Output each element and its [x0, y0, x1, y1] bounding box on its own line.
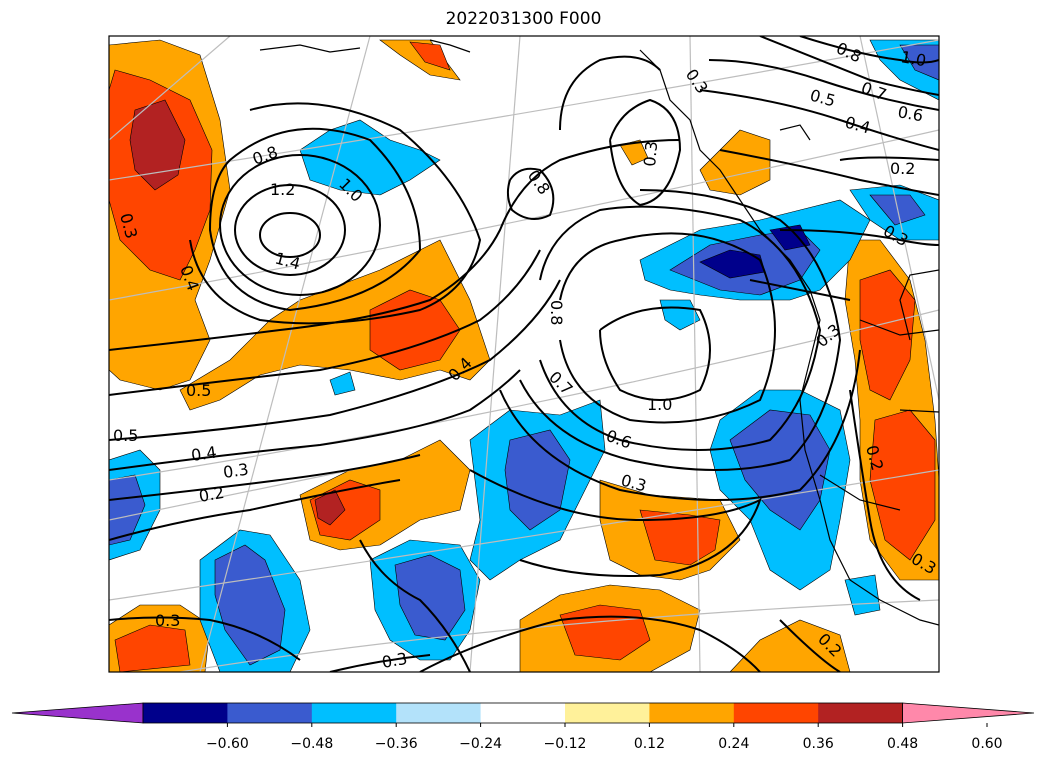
positive-anomaly-area — [114, 624, 191, 672]
positive-anomaly-area — [129, 99, 186, 191]
contour-label: 0.2 — [890, 159, 915, 178]
contour-label: 0.5 — [113, 426, 138, 445]
colorbar-tick-label: −0.36 — [375, 736, 418, 752]
positive-anomaly-area — [409, 41, 451, 71]
contour-label: 1.2 — [270, 180, 295, 199]
contour-label: 0.4 — [190, 443, 218, 465]
map-area: 0.3 0.4 0.5 0.5 0.4 0.3 0.2 0.8 1.0 1.2 … — [109, 36, 939, 672]
contour-label: 0.3 — [222, 460, 250, 482]
colorbar-tick-label: −0.24 — [459, 736, 502, 752]
shaded-fields — [109, 39, 939, 672]
positive-anomaly-area — [179, 239, 491, 411]
colorbar-tick-label: 0.48 — [887, 736, 918, 752]
colorbar-bin — [565, 703, 650, 723]
colorbar-frame — [142, 702, 903, 724]
coastline — [259, 39, 939, 626]
colorbar-bin — [396, 703, 482, 723]
negative-anomaly-area — [394, 554, 466, 641]
positive-anomaly-area — [869, 409, 936, 561]
map-title: 2022031300 F000 — [445, 9, 602, 29]
colorbar-bin — [480, 703, 566, 723]
colorbar-bin — [818, 703, 904, 723]
colorbar: −0.60 −0.48 −0.36 −0.24 −0.12 0.12 0.24 0.36 0.4… — [11, 702, 1035, 752]
negative-anomaly-area — [844, 574, 881, 616]
contour-label: 1.0 — [647, 395, 672, 414]
contour-label: 0.3 — [155, 611, 180, 630]
contour-label: 0.3 — [640, 140, 661, 167]
contour-lines — [109, 36, 939, 672]
positive-anomaly-area — [859, 269, 916, 401]
colorbar-bin — [311, 703, 397, 723]
contour-label: 0.2 — [197, 483, 225, 506]
colorbar-extend-high — [902, 702, 1035, 724]
contour-label: 0.8 — [547, 300, 566, 325]
contour-label: 0.5 — [186, 381, 211, 400]
colorbar-bin — [649, 703, 735, 723]
colorbar-tick-label: 0.36 — [803, 736, 834, 752]
colorbar-tick-label: 0.12 — [634, 736, 665, 752]
contour-label: 0.6 — [896, 102, 924, 125]
colorbar-extend-low — [11, 702, 144, 724]
colorbar-tick-label: 0.60 — [971, 736, 1002, 752]
negative-anomaly-area — [504, 429, 571, 531]
contour-label: 0.3 — [380, 649, 408, 672]
negative-anomaly-area — [329, 371, 356, 396]
negative-anomaly-area — [109, 474, 146, 546]
colorbar-tick-label: −0.48 — [290, 736, 333, 752]
positive-anomaly-area — [619, 139, 649, 166]
colorbar-bin — [227, 703, 313, 723]
colorbar-tick-label: −0.60 — [206, 736, 249, 752]
positive-anomaly-area — [729, 619, 851, 672]
positive-anomaly-area — [379, 39, 461, 81]
colorbar-bin — [143, 703, 228, 723]
colorbar-tick-label: 0.24 — [718, 736, 749, 752]
negative-anomaly-area — [769, 224, 811, 251]
positive-anomaly-area — [639, 509, 721, 566]
map-frame — [108, 35, 940, 673]
contour-label: 1.0 — [899, 47, 927, 70]
colorbar-tick-label: −0.12 — [544, 736, 587, 752]
colorbar-bin — [733, 703, 819, 723]
negative-anomaly-area — [214, 544, 286, 666]
